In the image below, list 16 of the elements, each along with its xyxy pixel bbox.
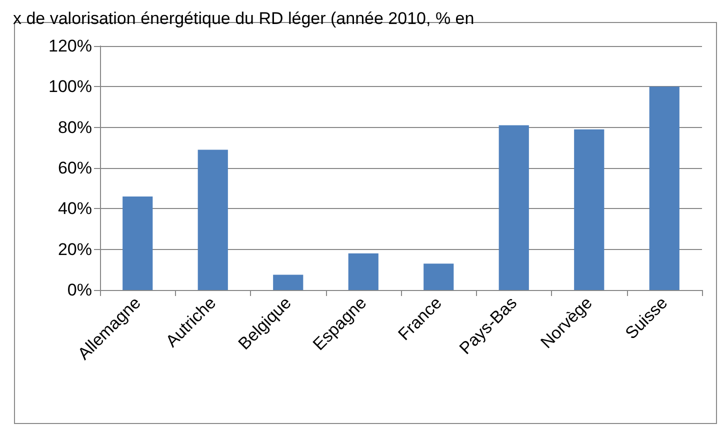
y-tick-label: 60% [58, 158, 92, 178]
bar [649, 86, 680, 290]
y-tick-label: 120% [48, 36, 92, 56]
y-tick-label: 40% [58, 199, 92, 218]
bar [424, 264, 454, 290]
bar [498, 125, 529, 290]
bar [273, 274, 304, 290]
y-tick-label: 100% [48, 77, 92, 96]
y-tick-label: 0% [67, 280, 92, 300]
bar [198, 150, 228, 290]
bar [348, 253, 378, 290]
bar [574, 129, 604, 290]
chart-title: x de valorisation énergétique du RD léger (année 2010, % en [13, 9, 474, 28]
y-tick-label: 80% [58, 118, 92, 137]
y-tick-label: 20% [58, 240, 92, 259]
bar [122, 196, 153, 290]
